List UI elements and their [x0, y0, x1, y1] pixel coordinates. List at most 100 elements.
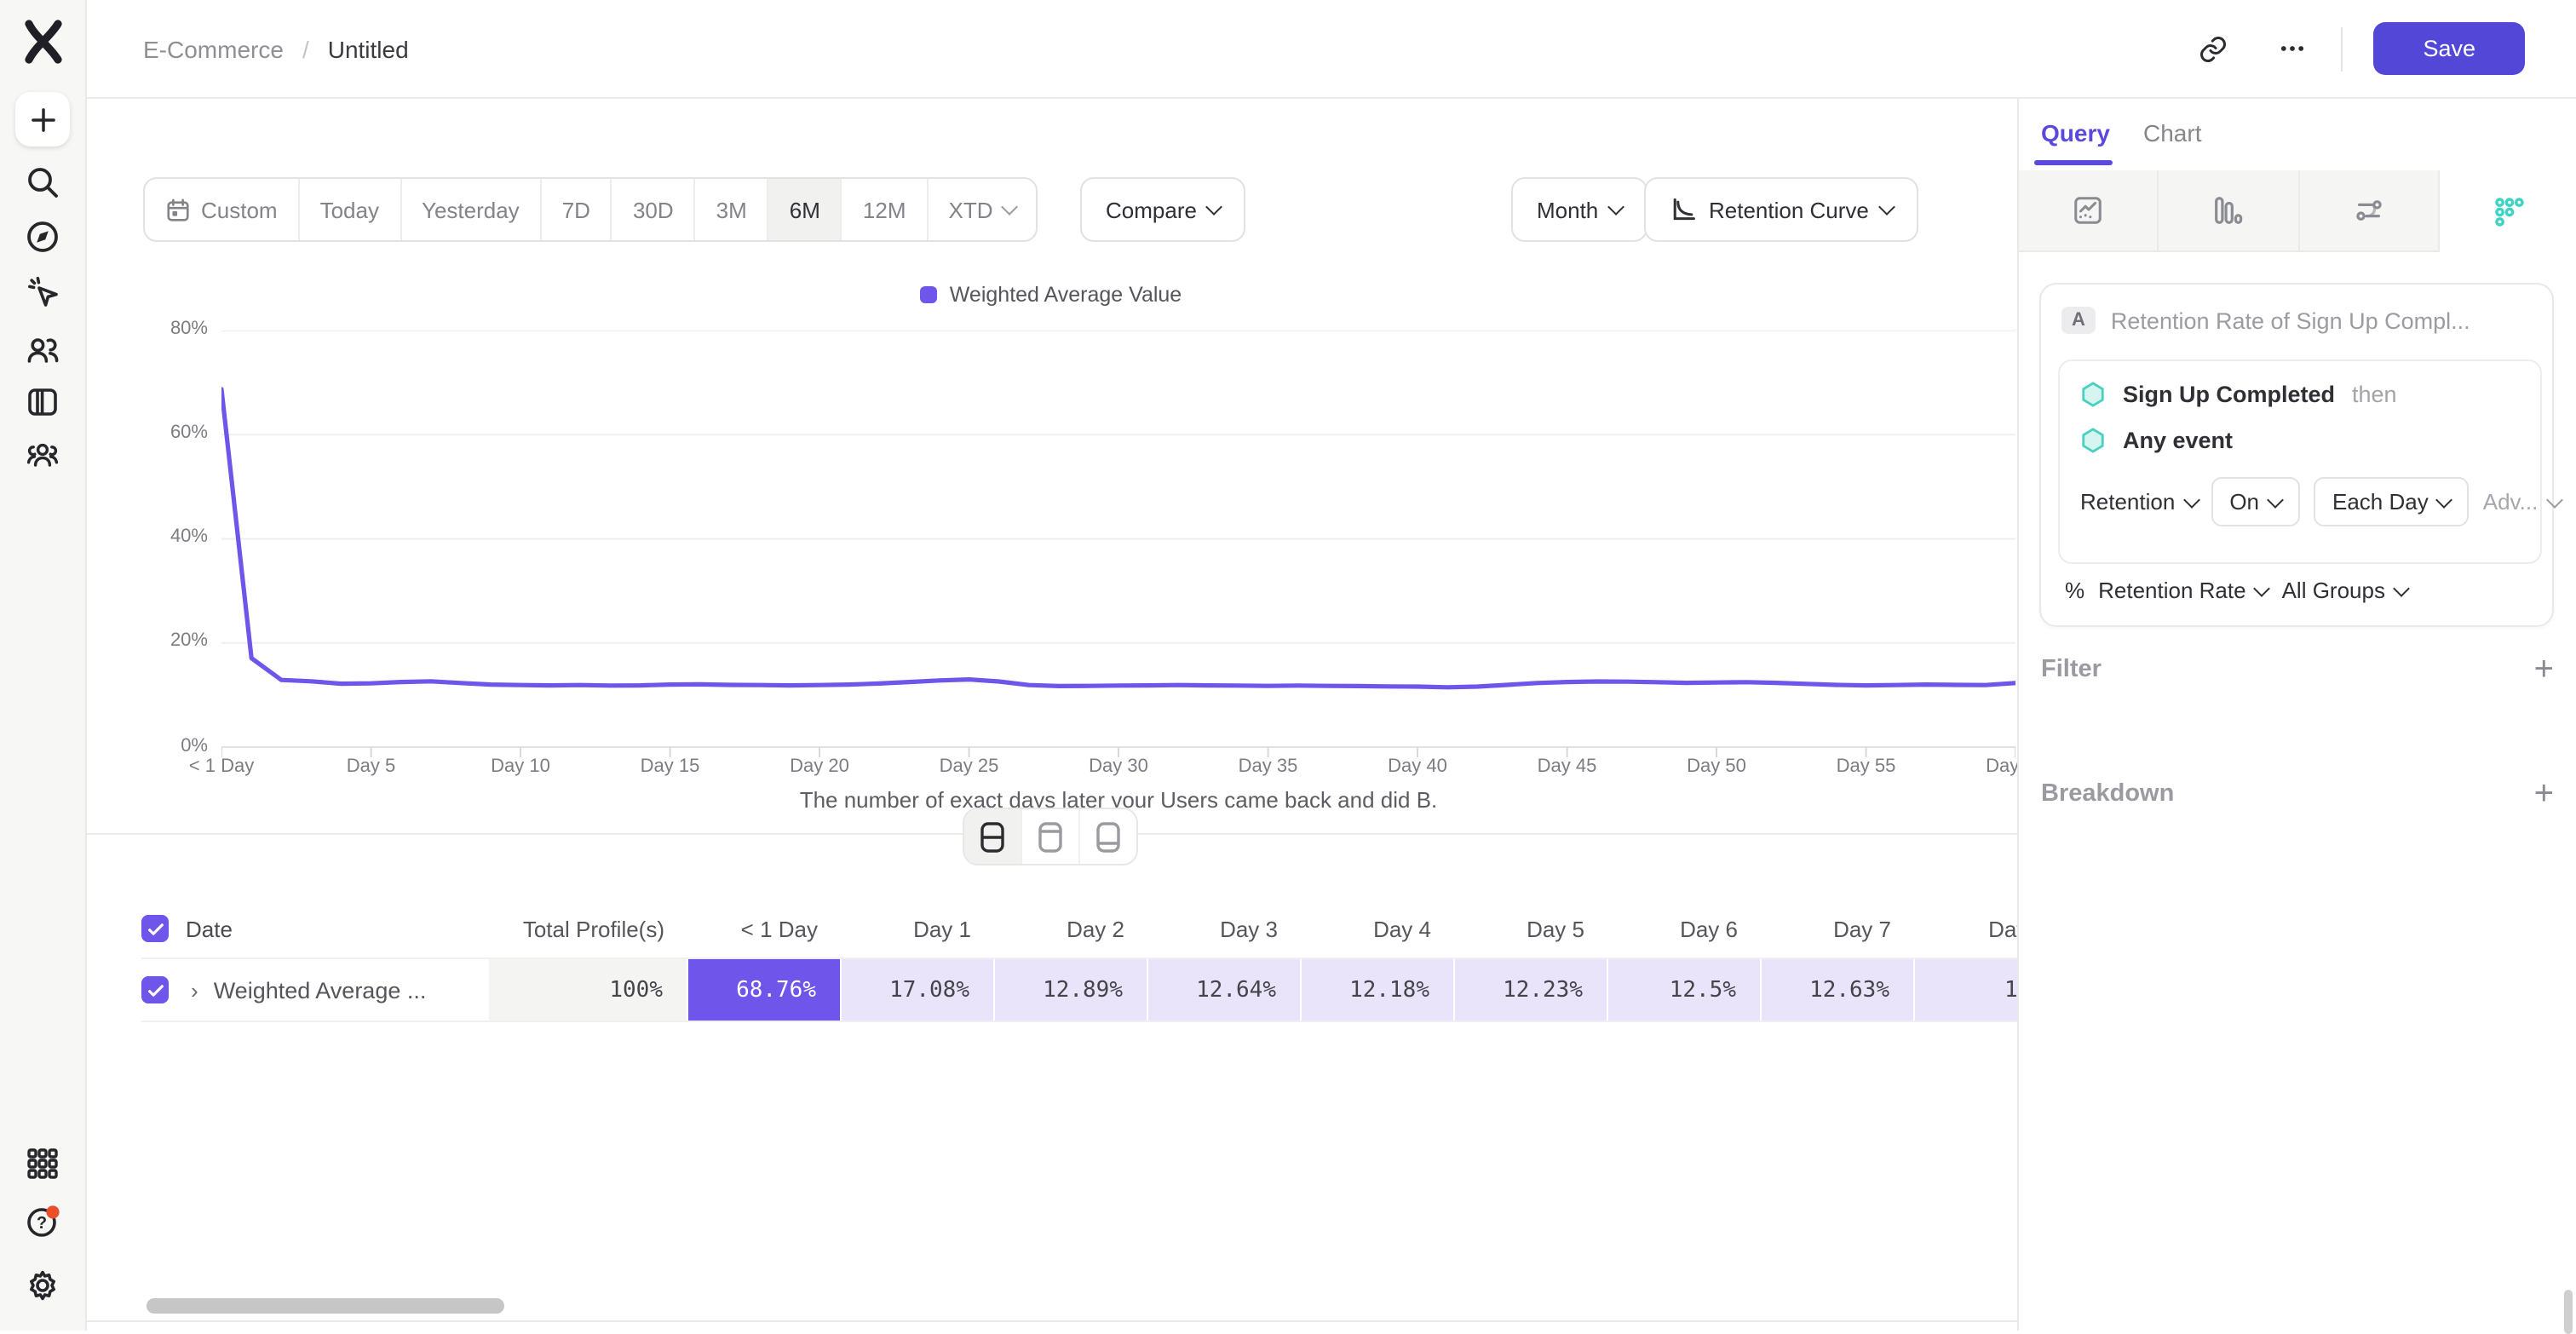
- retention-cell[interactable]: 100%: [489, 959, 688, 1021]
- breadcrumb-project[interactable]: E-Commerce: [143, 35, 284, 62]
- granularity-dropdown[interactable]: Month: [1511, 177, 1647, 242]
- events-cursor-icon[interactable]: [24, 273, 61, 310]
- retention-line-chart[interactable]: [221, 331, 2015, 760]
- row-checkbox[interactable]: [141, 976, 169, 1003]
- column-header[interactable]: < 1 Day: [688, 900, 842, 957]
- add-breakdown-button[interactable]: +: [2534, 777, 2554, 811]
- compare-button[interactable]: Compare: [1080, 177, 1246, 242]
- panel-scrollbar[interactable]: [2564, 1290, 2573, 1334]
- help-icon[interactable]: ?: [24, 1203, 61, 1240]
- return-event-name[interactable]: Any event: [2123, 428, 2233, 453]
- retention-cell[interactable]: 12.18%: [1302, 959, 1455, 1021]
- breakdown-section: Breakdown +: [2019, 777, 2576, 811]
- x-tick-label: Day 50: [1655, 756, 1778, 777]
- x-tick-label: Day 30: [1057, 756, 1180, 777]
- tab-chart[interactable]: Chart: [2143, 119, 2201, 147]
- retention-type-dropdown[interactable]: Retention: [2080, 489, 2197, 515]
- report-type-retention-icon[interactable]: [2440, 170, 2576, 252]
- chart-legend[interactable]: Weighted Average Value: [85, 283, 2017, 307]
- report-type-selector: [2019, 170, 2576, 252]
- column-header[interactable]: Day 3: [1148, 900, 1302, 957]
- expand-row-chevron[interactable]: ›: [191, 977, 198, 1003]
- range-yesterday[interactable]: Yesterday: [401, 179, 542, 240]
- y-tick-label: 0%: [143, 735, 208, 756]
- metric-row: % Retention Rate All Groups: [2065, 578, 2407, 603]
- metric-dropdown[interactable]: Retention Rate: [2098, 578, 2268, 603]
- chart-view-dropdown[interactable]: Retention Curve: [1644, 177, 1918, 242]
- retention-cell[interactable]: 12.23%: [1455, 959, 1608, 1021]
- breadcrumb-separator: /: [302, 35, 309, 62]
- range-custom[interactable]: Custom: [145, 179, 300, 240]
- boards-icon[interactable]: [24, 383, 61, 421]
- range-12m[interactable]: 12M: [842, 179, 929, 240]
- search-icon[interactable]: [24, 164, 61, 201]
- each-day-dropdown[interactable]: Each Day: [2314, 477, 2470, 526]
- mixpanel-logo-icon[interactable]: [19, 17, 66, 65]
- range-today[interactable]: Today: [300, 179, 401, 240]
- range-30d[interactable]: 30D: [612, 179, 696, 240]
- breadcrumb-report-title[interactable]: Untitled: [328, 35, 409, 62]
- birth-event-name[interactable]: Sign Up Completed: [2123, 382, 2335, 407]
- layout-split-view-button[interactable]: [964, 809, 1022, 864]
- column-header[interactable]: Day 8: [1915, 900, 2017, 957]
- query-title[interactable]: Retention Rate of Sign Up Compl...: [2111, 308, 2470, 333]
- x-tick-label: Day 25: [908, 756, 1031, 777]
- range-7d[interactable]: 7D: [542, 179, 612, 240]
- add-filter-button[interactable]: +: [2534, 653, 2554, 687]
- layout-table-view-button[interactable]: [1080, 809, 1136, 864]
- row-checkbox[interactable]: [141, 915, 169, 942]
- settings-gear-icon[interactable]: [24, 1268, 61, 1305]
- on-dropdown[interactable]: On: [2211, 477, 2300, 526]
- column-header[interactable]: Total Profile(s): [489, 900, 688, 957]
- retention-curve-icon: [1670, 196, 1697, 223]
- retention-cell[interactable]: 12.: [1915, 959, 2017, 1021]
- y-tick-label: 60%: [143, 423, 208, 443]
- retention-cell[interactable]: 12.63%: [1762, 959, 1915, 1021]
- x-tick-label: Day 15: [609, 756, 732, 777]
- x-tick-label: < 1 Day: [160, 756, 283, 777]
- query-step-badge: A: [2061, 307, 2096, 334]
- birth-event-row: Sign Up Completed then: [2060, 361, 2540, 407]
- more-options-icon[interactable]: [2266, 23, 2317, 74]
- retention-cell[interactable]: 12.64%: [1148, 959, 1302, 1021]
- event-hexagon-icon: [2080, 382, 2106, 407]
- filter-section: Filter +: [2019, 653, 2576, 687]
- range-6m[interactable]: 6M: [769, 179, 842, 240]
- groups-dropdown[interactable]: All Groups: [2282, 578, 2407, 603]
- range-3m[interactable]: 3M: [696, 179, 769, 240]
- copy-link-icon[interactable]: [2188, 23, 2239, 74]
- legend-swatch: [921, 286, 938, 303]
- horizontal-scrollbar[interactable]: [147, 1298, 504, 1314]
- column-header[interactable]: Day 6: [1608, 900, 1762, 957]
- column-header[interactable]: Day 1: [842, 900, 995, 957]
- column-header-date[interactable]: Date: [141, 900, 489, 957]
- create-new-button[interactable]: [15, 92, 70, 147]
- legend-label: Weighted Average Value: [950, 283, 1182, 307]
- retention-cell[interactable]: 12.5%: [1608, 959, 1762, 1021]
- retention-cell[interactable]: 17.08%: [842, 959, 995, 1021]
- column-header[interactable]: Day 5: [1455, 900, 1608, 957]
- compass-discover-icon[interactable]: [24, 218, 61, 256]
- report-type-funnels-icon[interactable]: [2159, 170, 2300, 252]
- x-tick-label: Day 5: [310, 756, 433, 777]
- column-header[interactable]: Day 2: [995, 900, 1148, 957]
- users-icon[interactable]: [24, 331, 61, 368]
- apps-grid-icon[interactable]: [24, 1145, 61, 1182]
- retention-cell[interactable]: 68.76%: [688, 959, 842, 1021]
- cohorts-icon[interactable]: [24, 436, 61, 474]
- tab-query[interactable]: Query: [2041, 119, 2110, 147]
- column-header[interactable]: Day 7: [1762, 900, 1915, 957]
- layout-chart-view-button[interactable]: [1022, 809, 1080, 864]
- column-header[interactable]: Day 4: [1302, 900, 1455, 957]
- advanced-dropdown[interactable]: Adv...: [2483, 489, 2561, 515]
- filter-label: Filter: [2041, 656, 2102, 683]
- x-tick-label: Day 40: [1356, 756, 1479, 777]
- save-button[interactable]: Save: [2373, 22, 2525, 75]
- query-panel: Query Chart A Retention Rate of Sign Up …: [2017, 97, 2576, 1331]
- range-xtd[interactable]: XTD: [929, 179, 1036, 240]
- report-type-flows-icon[interactable]: [2299, 170, 2440, 252]
- retention-cell[interactable]: 12.89%: [995, 959, 1148, 1021]
- birth-event-suffix: then: [2352, 382, 2397, 407]
- report-type-insights-icon[interactable]: [2019, 170, 2159, 252]
